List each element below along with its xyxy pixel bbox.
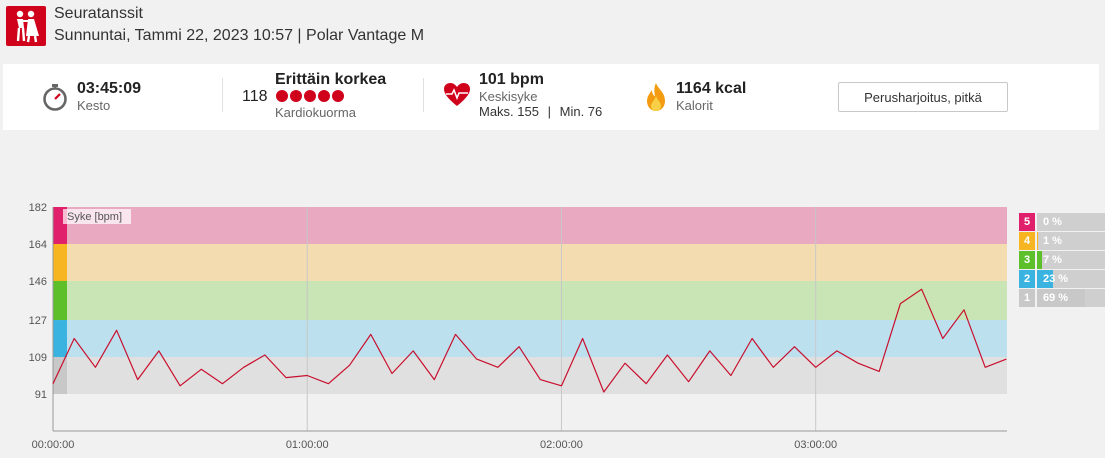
zone-percent: 7 % [1043, 254, 1062, 266]
cardio-load-label: Kardiokuorma [275, 105, 356, 120]
flame-icon [647, 83, 665, 111]
heart-rate-chart: 182 164 146 127 109 91 00:00:00 01:00:00 02:00:0… [0, 195, 1105, 458]
zone-legend-item-1: 1 69 % [1019, 289, 1105, 307]
dance-sport-icon [6, 6, 46, 46]
x-tick-label: 00:00:00 [32, 439, 75, 451]
zone-number: 3 [1019, 251, 1035, 269]
divider [222, 78, 223, 112]
zone-bar-track [1037, 251, 1105, 269]
cardio-dot [318, 90, 330, 102]
duration-label: Kesto [77, 98, 111, 113]
stopwatch-icon [43, 84, 67, 111]
zone-percent: 23 % [1043, 273, 1069, 285]
heart-rate-range: Maks. 155 | Min. 76 [479, 104, 602, 119]
cardio-dot [276, 90, 288, 102]
zone-band-5 [53, 207, 1007, 244]
activity-title: Seuratanssit [54, 5, 143, 22]
x-tick-label: 01:00:00 [286, 439, 329, 451]
activity-subtitle: Sunnuntai, Tammi 22, 2023 10:57 | Polar … [54, 27, 425, 44]
zone-legend-item-5: 5 0 % [1019, 213, 1105, 231]
zone-marker-1 [53, 357, 67, 395]
zone-percent: 1 % [1043, 235, 1062, 247]
zone-percent: 0 % [1043, 216, 1062, 228]
cardio-dot [290, 90, 302, 102]
zone-legend-item-3: 3 7 % [1019, 251, 1105, 269]
cardio-load-level: Erittäin korkea [275, 71, 387, 88]
summary-card: 03:45:09 Kesto Erittäin korkea 118 Kardi… [3, 64, 1099, 130]
cardio-dot [304, 90, 316, 102]
y-tick-label: 146 [29, 276, 47, 288]
zone-bar-fill [1037, 270, 1053, 288]
divider [423, 78, 424, 112]
heart-rate-chart-svg: 182 164 146 127 109 91 00:00:00 01:00:00 02:00:0… [29, 202, 1007, 451]
zone-bar-track [1037, 213, 1105, 231]
range-separator: | [547, 104, 551, 119]
heart-icon [444, 83, 470, 106]
zone-band-4 [53, 243, 1007, 281]
zone-number: 4 [1019, 232, 1035, 250]
zone-legend-item-4: 4 1 % [1019, 232, 1105, 250]
x-tick-label: 02:00:00 [540, 439, 583, 451]
zone-band-2 [53, 320, 1007, 358]
zone-marker-3 [53, 280, 67, 321]
zone-legend-item-2: 2 23 % [1019, 270, 1105, 288]
min-heart-rate: Min. 76 [559, 104, 603, 119]
max-heart-rate: Maks. 155 [479, 104, 539, 119]
y-axis-title-bg [63, 209, 131, 224]
avg-heart-rate-label: Keskisyke [479, 89, 538, 104]
y-tick-label: 182 [29, 202, 47, 214]
zone-bar-track [1037, 232, 1105, 250]
zone-marker-2 [53, 320, 67, 358]
y-tick-label: 91 [35, 389, 47, 401]
y-tick-label: 109 [29, 352, 47, 364]
calories-label: Kalorit [676, 98, 713, 113]
zone-number: 1 [1019, 289, 1035, 307]
zone-percent: 69 % [1043, 292, 1069, 304]
calories-value: 1164 kcal [676, 80, 747, 97]
activity-header: Seuratanssit Sunnuntai, Tammi 22, 2023 1… [0, 0, 1105, 58]
zone-bar-fill [1037, 251, 1042, 269]
zone-bar-fill [1037, 289, 1085, 307]
cardio-load-score: 118 [242, 88, 268, 105]
zone-number: 5 [1019, 213, 1035, 231]
y-axis-title: Syke [bpm] [67, 211, 122, 223]
zone-band-3 [53, 280, 1007, 321]
training-benefit-button[interactable]: Perusharjoitus, pitkä [838, 82, 1008, 112]
cardio-dot [332, 90, 344, 102]
heart-rate-line [52, 288, 1007, 393]
y-tick-label: 127 [29, 315, 47, 327]
x-tick-label: 03:00:00 [794, 439, 837, 451]
zone-bar-fill [1037, 232, 1038, 250]
avg-heart-rate-value: 101 bpm [479, 71, 544, 88]
duration-value: 03:45:09 [77, 80, 142, 97]
zone-number: 2 [1019, 270, 1035, 288]
zone-bar-track [1037, 270, 1105, 288]
y-tick-label: 164 [29, 239, 47, 251]
cardio-load-dots [274, 88, 344, 106]
zone-marker-4 [53, 243, 67, 281]
